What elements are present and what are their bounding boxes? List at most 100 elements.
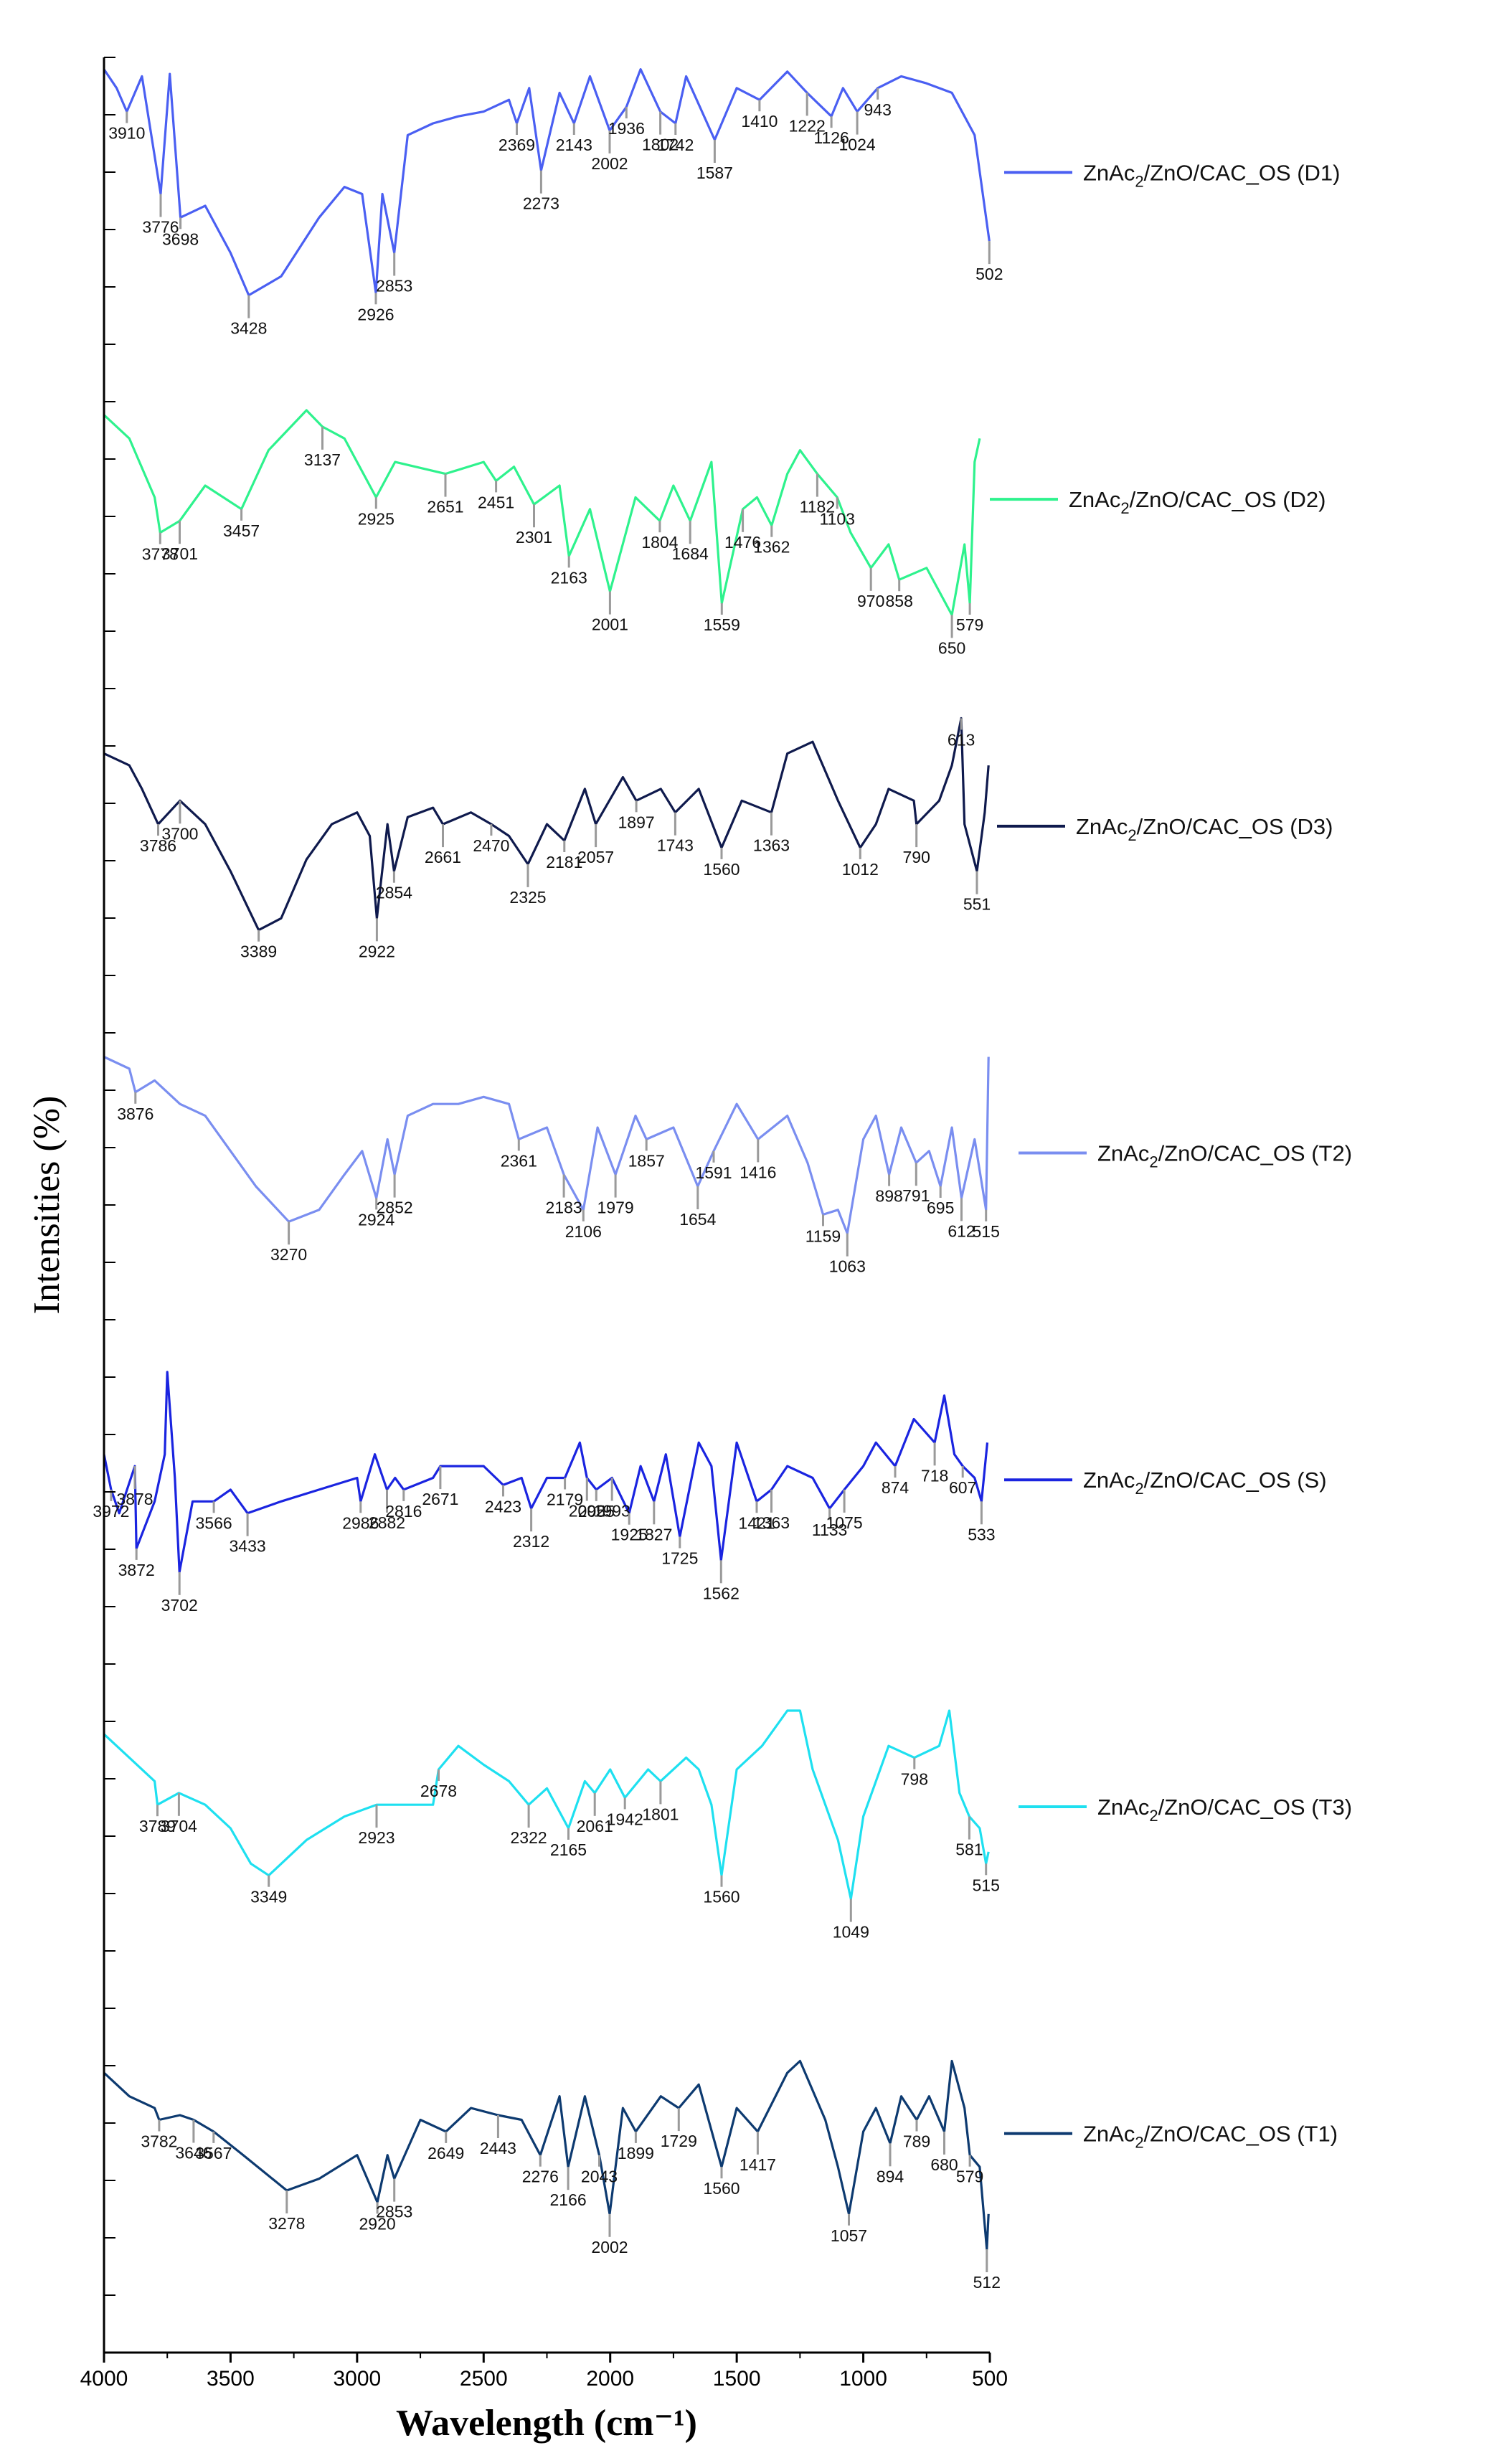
peak-label: 680 (930, 2155, 958, 2174)
peak-label: 2443 (480, 2139, 516, 2157)
peak-label: 3701 (161, 544, 198, 563)
legend-layer: ZnAc2/ZnO/CAC_OS (D1) ZnAc2/ZnO/CAC_OS (D… (990, 160, 1352, 2152)
peak-label: 2001 (592, 615, 628, 634)
peak-label: 579 (956, 615, 983, 634)
peak-label: 3872 (118, 1561, 155, 1579)
peak-label: 607 (949, 1478, 976, 1497)
peak-label: 695 (927, 1199, 954, 1217)
peak-label: 858 (886, 592, 913, 610)
legend-label-t1: ZnAc2/ZnO/CAC_OS (T1) (1083, 2122, 1338, 2152)
peak-label: 3349 (250, 1888, 287, 1906)
peak-label: 2163 (551, 568, 587, 587)
peak-label: 943 (864, 100, 892, 119)
peak-label: 1049 (833, 1923, 869, 1942)
peak-label: 1936 (608, 119, 645, 138)
peak-label: 3782 (141, 2132, 177, 2151)
peak-label: 2312 (513, 1532, 549, 1551)
axis-layer: 4000 3500 3000 2500 2000 1500 1000 500 (80, 57, 1008, 2391)
peak-label: 2002 (591, 154, 628, 173)
peak-label: 1133 (812, 1521, 847, 1539)
peak-label: 2181 (546, 853, 582, 871)
peak-label: 1363 (753, 1513, 790, 1532)
peak-label: 2322 (511, 1828, 547, 1847)
peak-label: 3702 (161, 1596, 198, 1615)
series-line-d2 (103, 409, 981, 616)
peak-label: 3972 (93, 1502, 129, 1521)
x-tick-label: 500 (972, 2367, 1008, 2391)
peak-label: 1560 (703, 860, 740, 879)
peak-label: 2920 (359, 2214, 396, 2233)
series-line-s (103, 1371, 989, 1574)
peak-label: 3786 (140, 836, 176, 855)
peak-label: 894 (877, 2167, 904, 2185)
series-line-t3 (103, 1709, 990, 1901)
peak-label: 1899 (618, 2144, 654, 2162)
peak-label: 3278 (268, 2214, 305, 2233)
peak-label: 2106 (565, 1222, 602, 1241)
peak-label: 1182 (800, 498, 835, 516)
peak-label: 1801 (642, 1805, 679, 1823)
peak-label: 1103 (819, 509, 854, 528)
peak-label: 3137 (304, 450, 341, 469)
peak-label: 1654 (679, 1210, 716, 1229)
peak-label: 3457 (223, 521, 260, 540)
peak-label: 579 (956, 2168, 983, 2186)
peak-label: 3778 (142, 545, 179, 564)
legend-label-d2: ZnAc2/ZnO/CAC_OS (D2) (1069, 487, 1326, 517)
peak-label: 1363 (753, 836, 790, 855)
peak-label: 2143 (556, 136, 592, 154)
peak-label: 1075 (826, 1513, 863, 1532)
peak-label: 2451 (478, 493, 514, 511)
peak-label: 1729 (661, 2132, 697, 2150)
peak-label: 718 (921, 1466, 948, 1485)
series-line-t2 (103, 1056, 990, 1235)
peak-label: 613 (948, 730, 975, 749)
series-line-d3 (103, 717, 990, 932)
x-tick-label: 4000 (80, 2367, 128, 2391)
peak-label: 2423 (485, 1497, 521, 1516)
peak-label: 2002 (591, 2238, 628, 2256)
peak-label: 2361 (501, 1151, 537, 1170)
peak-label: 790 (903, 848, 930, 866)
peak-label: 2183 (546, 1199, 582, 1217)
peak-label: 2276 (522, 2168, 559, 2186)
x-axis-title: Wavelength (cm⁻¹) (396, 2403, 697, 2444)
peak-label: 3566 (196, 1513, 232, 1532)
peak-label: 1804 (641, 533, 678, 552)
peak-label-layer: 3910377636983428292628532369227321432002… (93, 88, 1003, 2292)
peak-label: 2470 (473, 836, 509, 855)
peak-label: 1126 (813, 128, 849, 147)
peak-label: 1560 (703, 2179, 740, 2198)
x-tick-label: 3000 (333, 2367, 381, 2391)
peak-label: 1897 (618, 813, 655, 831)
peak-label: 1562 (703, 1584, 740, 1602)
peak-label: 2922 (359, 942, 395, 960)
peak-label: 1063 (829, 1257, 866, 1276)
peak-label: 502 (975, 265, 1003, 283)
peak-label: 1979 (597, 1199, 634, 1217)
peak-label: 2273 (523, 194, 559, 213)
y-axis-title: Intensities (%) (27, 1096, 67, 1315)
peak-label: 798 (901, 1770, 928, 1789)
x-tick-label: 3500 (207, 2367, 255, 2391)
peak-label: 3704 (161, 1817, 197, 1835)
legend-label-s: ZnAc2/ZnO/CAC_OS (S) (1083, 1467, 1327, 1498)
peak-label: 2661 (425, 848, 461, 866)
series-line-t1 (103, 2059, 990, 2251)
peak-label: 515 (973, 1222, 1000, 1241)
peak-label: 2882 (369, 1513, 405, 1532)
peak-label: 2055 (578, 1502, 615, 1521)
peak-label: 1024 (839, 136, 876, 154)
peak-label: 1587 (696, 164, 733, 182)
peak-label: 3700 (161, 824, 198, 843)
peak-label: 3567 (195, 2144, 232, 2162)
peak-label: 3910 (108, 124, 145, 143)
peak-label: 2649 (427, 2144, 464, 2162)
peak-label: 1802 (642, 136, 679, 154)
peak-label: 1743 (657, 836, 694, 855)
peak-label: 3789 (139, 1817, 176, 1835)
peak-label: 612 (948, 1221, 975, 1240)
peak-label: 533 (968, 1525, 995, 1544)
peak-label: 1591 (695, 1163, 732, 1182)
peak-label: 1725 (661, 1549, 698, 1568)
